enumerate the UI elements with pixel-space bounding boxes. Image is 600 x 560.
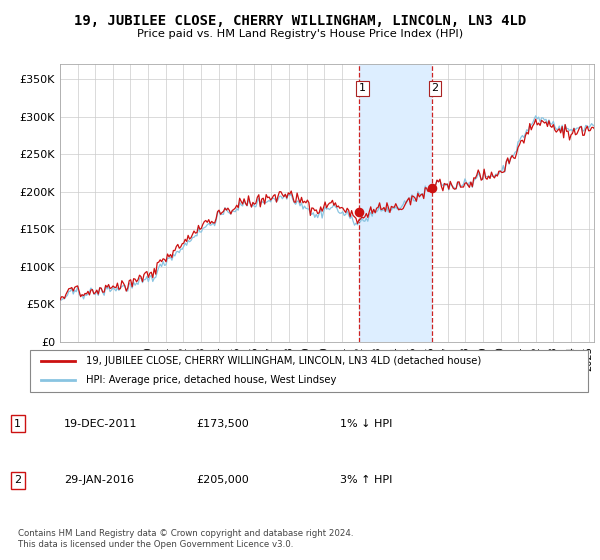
Text: HPI: Average price, detached house, West Lindsey: HPI: Average price, detached house, West… <box>86 375 336 385</box>
Text: £205,000: £205,000 <box>196 475 249 486</box>
Text: 19, JUBILEE CLOSE, CHERRY WILLINGHAM, LINCOLN, LN3 4LD (detached house): 19, JUBILEE CLOSE, CHERRY WILLINGHAM, LI… <box>86 356 481 366</box>
Point <box>427 184 436 193</box>
Text: 2: 2 <box>431 83 439 94</box>
Point <box>354 207 364 216</box>
Text: Price paid vs. HM Land Registry's House Price Index (HPI): Price paid vs. HM Land Registry's House … <box>137 29 463 39</box>
Text: 1% ↓ HPI: 1% ↓ HPI <box>340 419 392 429</box>
Text: 1: 1 <box>14 419 21 429</box>
Bar <box>359 64 431 342</box>
Text: £173,500: £173,500 <box>196 419 249 429</box>
Text: 19, JUBILEE CLOSE, CHERRY WILLINGHAM, LINCOLN, LN3 4LD: 19, JUBILEE CLOSE, CHERRY WILLINGHAM, LI… <box>74 14 526 28</box>
Text: 2: 2 <box>14 475 22 486</box>
Text: 1: 1 <box>359 83 366 94</box>
Text: 3% ↑ HPI: 3% ↑ HPI <box>340 475 392 486</box>
FancyBboxPatch shape <box>30 350 588 392</box>
Text: 29-JAN-2016: 29-JAN-2016 <box>64 475 134 486</box>
Text: Contains HM Land Registry data © Crown copyright and database right 2024.
This d: Contains HM Land Registry data © Crown c… <box>18 529 353 549</box>
Text: 19-DEC-2011: 19-DEC-2011 <box>64 419 137 429</box>
